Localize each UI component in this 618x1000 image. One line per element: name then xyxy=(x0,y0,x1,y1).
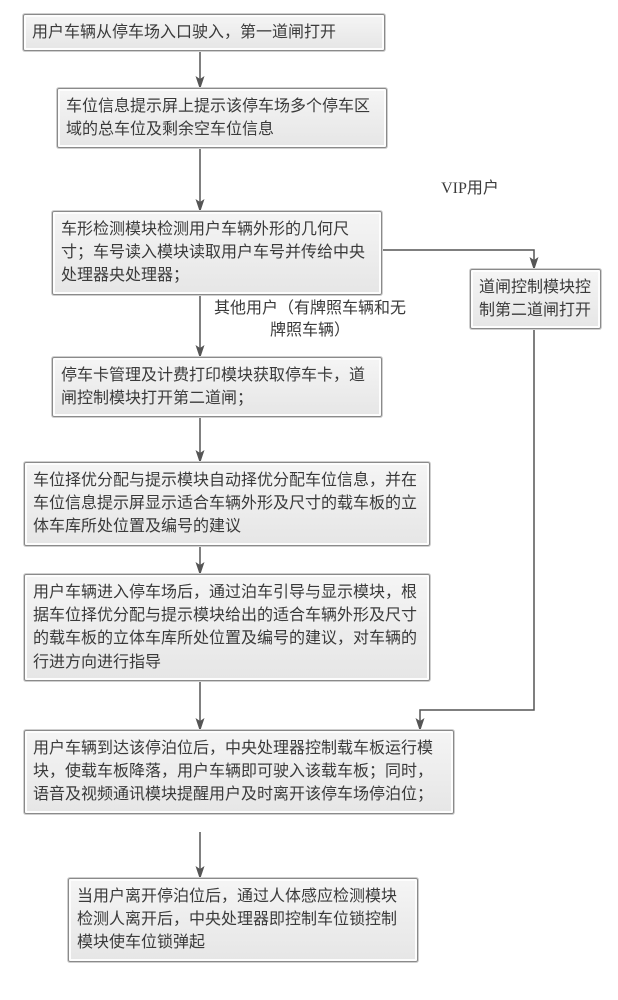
flowchart-canvas: 用户车辆从停车场入口驶入，第一道闸打开 车位信息提示屏上提示该停车场多个停车区域… xyxy=(0,0,618,1000)
node-arrive-slot: 用户车辆到达该停泊位后，中央处理器控制载车板运行模块，使载车板降落，用户车辆即可… xyxy=(24,730,454,814)
node-card-billing: 停车卡管理及计费打印模块获取停车卡，道闸控制模块打开第二道闸； xyxy=(52,357,382,417)
node-leave-lock: 当用户离开停泊位后，通过人体感应检测模块检测人离开后，中央处理器即控制车位锁控制… xyxy=(68,878,418,962)
node-text: 车形检测模块检测用户车辆外形的几何尺寸；车号读入模块读取用户车号并传给中央处理器… xyxy=(61,221,365,284)
node-info-screen: 车位信息提示屏上提示该停车场多个停车区域的总车位及剩余空车位信息 xyxy=(57,88,387,148)
label-text: 其他用户（有牌照车辆和无牌照车辆） xyxy=(214,300,406,339)
node-text: 用户车辆从停车场入口驶入，第一道闸打开 xyxy=(32,24,336,41)
node-parking-guide: 用户车辆进入停车场后，通过泊车引导与显示模块，根据车位择优分配与提示模块给出的适… xyxy=(24,574,430,681)
node-text: 道闸控制模块控制第二道闸打开 xyxy=(479,279,591,319)
label-other-user: 其他用户（有牌照车辆和无牌照车辆） xyxy=(210,298,410,343)
node-text: 用户车辆进入停车场后，通过泊车引导与显示模块，根据车位择优分配与提示模块给出的适… xyxy=(33,584,417,671)
node-vip-gate: 道闸控制模块控制第二道闸打开 xyxy=(470,269,601,329)
node-vehicle-detect: 车形检测模块检测用户车辆外形的几何尺寸；车号读入模块读取用户车号并传给中央处理器… xyxy=(52,211,382,295)
node-text: 停车卡管理及计费打印模块获取停车卡，道闸控制模块打开第二道闸； xyxy=(61,367,365,407)
node-text: 用户车辆到达该停泊位后，中央处理器控制载车板运行模块，使载车板降落，用户车辆即可… xyxy=(33,740,433,803)
node-text: 车位择优分配与提示模块自动择优分配车位信息，并在车位信息提示屏显示适合车辆外形及… xyxy=(33,472,417,535)
label-vip-user: VIP用户 xyxy=(430,178,510,200)
label-text: VIP用户 xyxy=(441,180,499,197)
node-entry-first-gate: 用户车辆从停车场入口驶入，第一道闸打开 xyxy=(23,14,385,51)
node-text: 车位信息提示屏上提示该停车场多个停车区域的总车位及剩余空车位信息 xyxy=(66,98,370,138)
node-text: 当用户离开停泊位后，通过人体感应检测模块检测人离开后，中央处理器即控制车位锁控制… xyxy=(77,888,397,951)
node-slot-assign: 车位择优分配与提示模块自动择优分配车位信息，并在车位信息提示屏显示适合车辆外形及… xyxy=(24,462,430,546)
